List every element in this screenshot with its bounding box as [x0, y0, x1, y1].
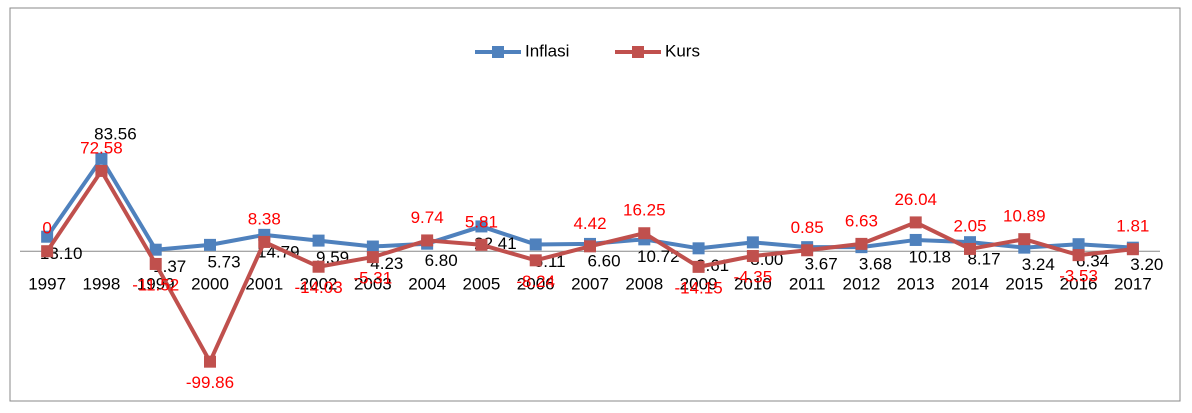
point-marker — [638, 227, 651, 240]
point-marker — [149, 243, 162, 256]
x-tick-label: 2013 — [897, 275, 935, 294]
x-tick-label: 2011 — [789, 275, 826, 294]
point-marker — [909, 233, 922, 246]
data-label: -4.35 — [733, 268, 772, 287]
point-marker — [746, 236, 759, 249]
data-label: -8.24 — [516, 272, 555, 291]
data-label: 6.60 — [587, 251, 620, 270]
legend-marker — [492, 46, 504, 58]
data-label: 10.18 — [908, 247, 951, 266]
x-tick-label: 2004 — [408, 275, 446, 294]
point-marker — [529, 254, 542, 267]
x-tick-label: 2008 — [625, 275, 663, 294]
point-marker — [95, 164, 108, 177]
data-label: -11.52 — [132, 275, 179, 294]
data-label: 3.20 — [1130, 255, 1163, 274]
data-label: 3.68 — [859, 255, 892, 274]
legend-marker — [632, 46, 644, 58]
x-tick-label: 2017 — [1114, 275, 1152, 294]
legend-label: Kurs — [665, 41, 700, 60]
point-marker — [692, 242, 705, 255]
data-label: 3.24 — [1022, 255, 1055, 274]
point-marker — [149, 257, 162, 270]
data-label: 6.63 — [845, 211, 878, 230]
point-marker — [909, 216, 922, 229]
x-tick-label: 2009 — [680, 275, 718, 294]
x-tick-label: 2016 — [1060, 275, 1098, 294]
point-marker — [204, 355, 216, 368]
point-marker — [1018, 241, 1031, 254]
point-marker — [1126, 243, 1139, 256]
x-tick-label: 1997 — [28, 275, 66, 294]
data-label: 10.89 — [1003, 207, 1046, 226]
x-tick-label: 2012 — [843, 275, 881, 294]
x-tick-label: 2014 — [951, 275, 989, 294]
point-marker — [1072, 249, 1085, 262]
x-tick-label: 2002 — [300, 275, 338, 294]
point-marker — [312, 234, 325, 247]
point-marker — [475, 238, 488, 251]
x-tick-label: 1998 — [83, 275, 121, 294]
x-tick-label: 2015 — [1005, 275, 1043, 294]
x-tick-label: 2005 — [463, 275, 501, 294]
point-marker — [692, 260, 705, 273]
x-tick-label: 2010 — [734, 275, 772, 294]
data-label: 2.05 — [953, 216, 986, 235]
data-label: 6.80 — [425, 251, 458, 270]
data-label: 5.81 — [465, 212, 498, 231]
x-tick-label: 2006 — [517, 275, 555, 294]
data-label: 3.67 — [805, 255, 838, 274]
data-label: 26.04 — [894, 190, 937, 209]
point-marker — [421, 234, 434, 247]
data-label: 9.74 — [411, 208, 444, 227]
point-marker — [312, 260, 325, 273]
point-marker — [41, 245, 54, 258]
data-label: -99.86 — [186, 373, 234, 392]
point-marker — [41, 230, 54, 243]
data-label: -5.31 — [353, 269, 392, 288]
point-marker — [801, 244, 814, 257]
chart-border — [9, 7, 1181, 402]
point-marker — [1018, 233, 1031, 246]
point-marker — [855, 237, 868, 250]
data-label: 0.85 — [791, 218, 824, 237]
point-marker — [95, 152, 108, 165]
data-label: 0 — [42, 219, 51, 238]
x-tick-label: 2000 — [191, 275, 229, 294]
point-marker — [746, 250, 759, 263]
point-marker — [366, 251, 379, 264]
x-tick-label: 2007 — [571, 275, 609, 294]
data-label: 8.38 — [248, 209, 281, 228]
x-tick-label: 2003 — [354, 275, 392, 294]
data-label: 72.58 — [80, 138, 123, 157]
data-label: 83.56 — [94, 124, 137, 143]
point-marker — [964, 242, 976, 255]
point-marker — [584, 240, 596, 253]
point-marker — [529, 238, 542, 251]
point-marker — [475, 220, 488, 233]
data-label: 16.25 — [623, 201, 666, 220]
point-marker — [204, 238, 216, 251]
point-marker — [258, 235, 271, 248]
data-label: 4.42 — [573, 214, 606, 233]
data-label: 5.73 — [207, 252, 240, 271]
data-label: 1.81 — [1116, 217, 1149, 236]
data-label: -14.03 — [294, 278, 342, 297]
data-label: 10.72 — [637, 247, 680, 266]
legend-label: Inflasi — [525, 41, 569, 60]
data-label: -3.53 — [1059, 267, 1098, 286]
point-marker — [366, 240, 379, 253]
point-marker — [1072, 238, 1085, 251]
x-tick-label: 2001 — [245, 275, 283, 294]
data-label: -14.15 — [674, 278, 722, 297]
